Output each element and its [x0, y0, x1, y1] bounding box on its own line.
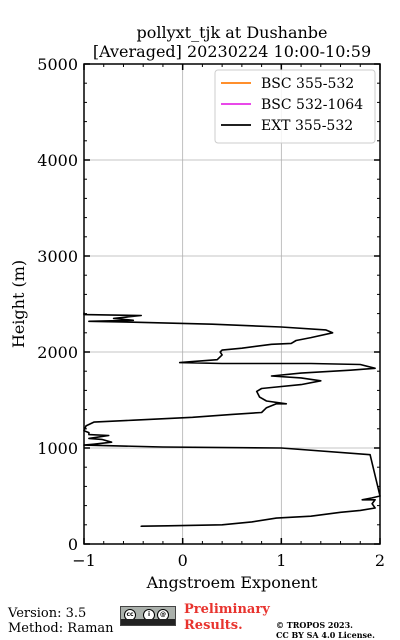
- y-tick-label: 2000: [37, 343, 78, 362]
- y-tick-label: 5000: [37, 55, 78, 74]
- y-tick-label: 1000: [37, 439, 78, 458]
- chart-title: pollyxt_tjk at Dushanbe: [136, 23, 327, 42]
- x-axis-label: Angstroem Exponent: [146, 573, 318, 592]
- cc-license-badge-icon: cc i @: [120, 606, 176, 626]
- copyright-line-2: CC BY SA 4.0 License.: [276, 630, 375, 640]
- legend-label: BSC 355-532: [261, 76, 354, 92]
- preliminary-line-2: Results.: [184, 618, 243, 633]
- chart-subtitle: [Averaged] 20230224 10:00-10:59: [93, 42, 371, 61]
- preliminary-notice: Preliminary Results.: [184, 602, 270, 633]
- x-tick-label: 1: [276, 551, 286, 570]
- preliminary-line-1: Preliminary: [184, 602, 270, 617]
- legend-label: BSC 532-1064: [261, 97, 363, 113]
- x-tick-label: 0: [178, 551, 188, 570]
- series-line: [83, 312, 381, 527]
- series-layer: [83, 312, 381, 527]
- copyright-line-1: © TROPOS 2023.: [276, 620, 353, 630]
- legend: BSC 355-532 BSC 532-1064 EXT 355-532: [214, 69, 376, 144]
- y-tick-label: 3000: [37, 247, 78, 266]
- version-text: Version: 3.5: [8, 606, 87, 621]
- y-axis-label: Height (m): [9, 260, 28, 348]
- y-tick-label: 4000: [37, 151, 78, 170]
- legend-label: EXT 355-532: [261, 118, 353, 134]
- legend-box: [214, 69, 376, 144]
- y-tick-label: 0: [68, 535, 78, 554]
- x-tick-label: −1: [72, 551, 96, 570]
- method-text: Method: Raman: [8, 621, 114, 636]
- copyright-notice: © TROPOS 2023. CC BY SA 4.0 License.: [276, 620, 375, 640]
- badge-strip: [121, 619, 175, 625]
- plot-frame: [83, 63, 381, 545]
- x-tick-label: 2: [375, 551, 385, 570]
- cc-icon: cc: [124, 609, 136, 621]
